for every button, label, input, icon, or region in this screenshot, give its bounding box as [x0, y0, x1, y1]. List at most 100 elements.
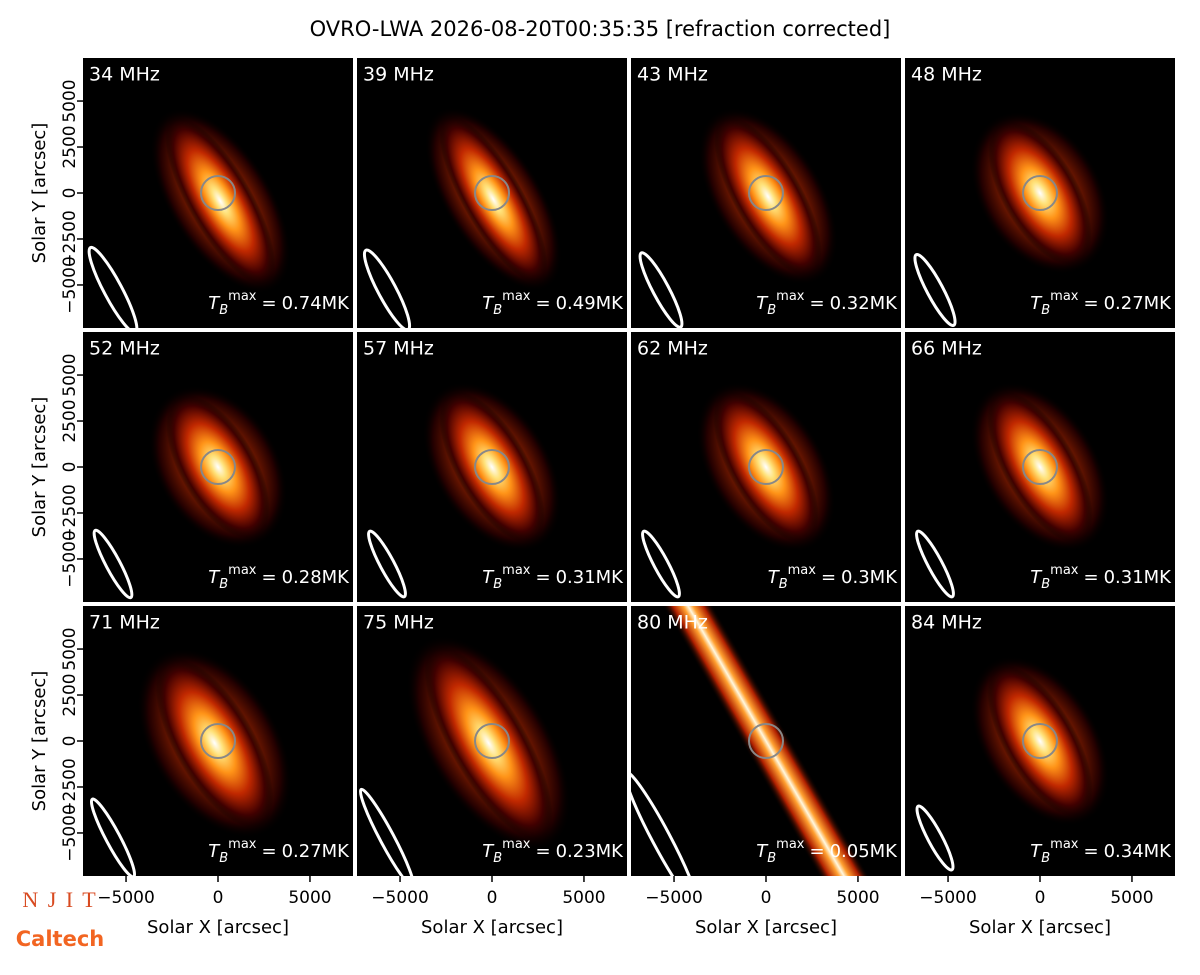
solar-disk [474, 723, 510, 759]
tmax-base: T [756, 293, 769, 314]
tmax-eq: = [1083, 567, 1098, 588]
tmax-label: TBmax = 0.34MK [1030, 837, 1172, 866]
y-tick-label: −2500 [60, 210, 80, 268]
tmax-base: T [208, 567, 221, 588]
y-tick-label: 0 [60, 462, 80, 473]
tmax-base: T [756, 841, 769, 862]
beam [915, 804, 955, 872]
tmax-label: TBmax = 0.74MK [208, 289, 350, 318]
emission [988, 121, 1092, 265]
beam [638, 251, 684, 328]
panel [905, 58, 1175, 328]
panel [357, 606, 627, 876]
tmax-sup: max [228, 837, 257, 852]
tmax-eq: = [1083, 841, 1098, 862]
tmax-sup: max [1050, 289, 1079, 304]
y-tick-label: 5000 [60, 627, 80, 670]
y-tick-label: 2500 [60, 125, 80, 168]
freq-label: 75 MHz [363, 612, 434, 634]
y-tick-label: 0 [60, 736, 80, 747]
tmax-label: TBmax = 0.32MK [756, 289, 898, 318]
tmax-label: TBmax = 0.31MK [1030, 563, 1172, 592]
tmax-sup: max [776, 837, 805, 852]
tmax-sub: B [1041, 303, 1050, 318]
tmax-value: 0.27MK [1104, 293, 1173, 314]
tmax-value: 0.28MK [282, 567, 351, 588]
panel [631, 332, 901, 602]
tmax-label: TBmax = 0.27MK [208, 837, 350, 866]
tmax-value: 0.31MK [556, 567, 625, 588]
freq-label: 57 MHz [363, 338, 434, 360]
panel [631, 606, 901, 876]
chart-title: OVRO-LWA 2026-08-20T00:35:35 [refraction… [310, 17, 891, 41]
x-tick-label: −5000 [97, 888, 155, 908]
tmax-label: TBmax = 0.27MK [1030, 289, 1172, 318]
beam [367, 529, 407, 599]
y-tick-label: 0 [60, 188, 80, 199]
beam [362, 248, 412, 328]
y-tick-label: 2500 [60, 673, 80, 716]
tmax-sup: max [502, 837, 531, 852]
tmax-sub: B [493, 303, 502, 318]
x-axis-label: Solar X [arcsec] [969, 917, 1111, 938]
tmax-base: T [208, 293, 221, 314]
tmax-sup: max [1050, 837, 1079, 852]
tmax-sup: max [228, 289, 257, 304]
x-tick-label: 0 [1035, 888, 1046, 908]
tmax-value: 0.32MK [830, 293, 899, 314]
tmax-sub: B [767, 303, 776, 318]
x-tick-label: 5000 [836, 888, 879, 908]
y-tick-label: 5000 [60, 353, 80, 396]
emission-band [631, 606, 901, 876]
solar-disk [474, 449, 510, 485]
beam [92, 528, 134, 600]
tmax-sup: max [228, 563, 257, 578]
emission [165, 117, 276, 285]
solar-disk [200, 723, 236, 759]
x-tick-label: −5000 [645, 888, 703, 908]
panel [905, 332, 1175, 602]
tmax-sub: B [767, 851, 776, 866]
freq-label: 80 MHz [637, 612, 708, 634]
tmax-sub: B [493, 851, 502, 866]
tmax-value: 0.74MK [282, 293, 351, 314]
solar-disk [1022, 723, 1058, 759]
y-tick-label: 2500 [60, 399, 80, 442]
beam [913, 252, 957, 328]
x-axis-label: Solar X [arcsec] [147, 917, 289, 938]
emission [424, 645, 553, 841]
solar-disk [748, 175, 784, 211]
tmax-eq: = [821, 567, 836, 588]
solar-disk [748, 723, 784, 759]
emission [714, 116, 822, 277]
tmax-label: TBmax = 0.23MK [482, 837, 624, 866]
tmax-value: 0.3MK [841, 567, 898, 588]
tmax-label: TBmax = 0.28MK [208, 563, 350, 592]
y-tick-label: 5000 [60, 79, 80, 122]
x-tick-label: 5000 [562, 888, 605, 908]
x-tick-label: 5000 [288, 888, 331, 908]
panel [83, 606, 353, 876]
logo-caltech: Caltech [16, 927, 104, 951]
freq-label: 66 MHz [911, 338, 982, 360]
beam [87, 245, 139, 328]
tmax-eq: = [809, 841, 824, 862]
y-axis-label: Solar Y [arcsec] [29, 671, 50, 812]
tmax-eq: = [261, 841, 276, 862]
tmax-eq: = [1083, 293, 1098, 314]
tmax-sub: B [1041, 851, 1050, 866]
freq-label: 48 MHz [911, 64, 982, 86]
tmax-sup: max [776, 289, 805, 304]
emission [439, 115, 548, 283]
y-tick-label: −2500 [60, 758, 80, 816]
emission [987, 391, 1093, 543]
tmax-base: T [1030, 293, 1043, 314]
logo-njit: N J I T [22, 887, 97, 912]
beam [631, 770, 699, 876]
emission [987, 665, 1093, 817]
tmax-value: 0.23MK [556, 841, 625, 862]
tmax-eq: = [535, 841, 550, 862]
emission [439, 391, 545, 543]
beam [89, 797, 137, 876]
panel [357, 58, 627, 328]
